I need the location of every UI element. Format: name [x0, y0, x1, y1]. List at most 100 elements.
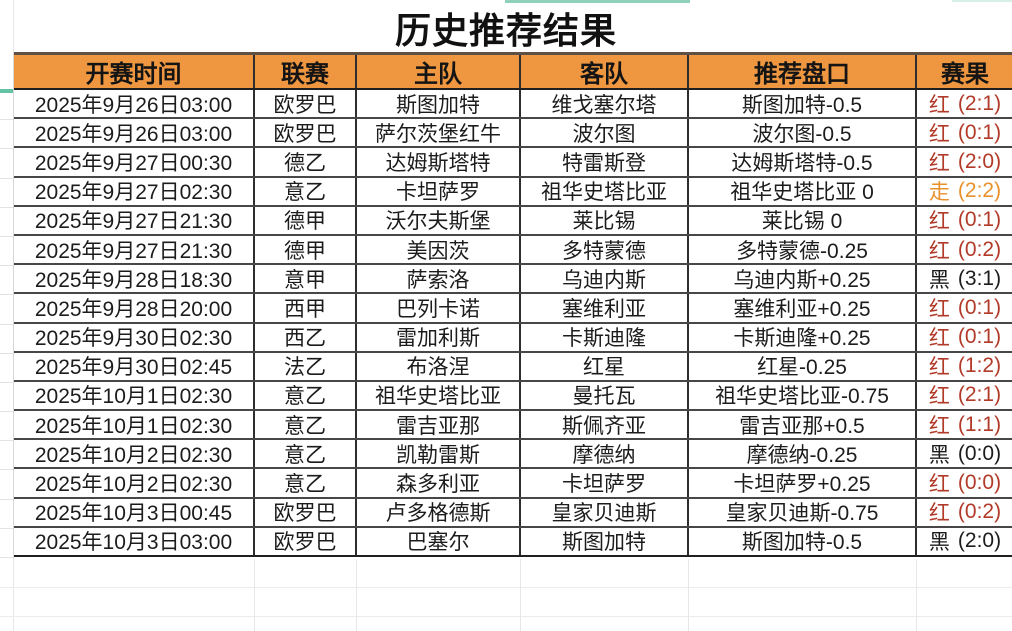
- cell-home-team[interactable]: 达姆斯塔特: [357, 148, 521, 176]
- cell-league[interactable]: 西甲: [255, 294, 357, 322]
- cell-result[interactable]: 红 (1:2): [917, 353, 1012, 380]
- cell-start-time[interactable]: 2025年9月26日03:00: [14, 119, 255, 147]
- cell-start-time[interactable]: 2025年10月2日02:30: [14, 440, 255, 468]
- cell-result[interactable]: 红 (1:1): [917, 411, 1012, 438]
- cell-handicap[interactable]: 卡坦萨罗+0.25: [689, 469, 917, 497]
- cell-away-team[interactable]: 斯佩齐亚: [521, 411, 689, 439]
- cell-handicap[interactable]: 摩德纳-0.25: [689, 440, 917, 468]
- cell-result[interactable]: 黑 (3:1): [917, 265, 1012, 292]
- cell-result[interactable]: 红 (0:2): [917, 236, 1012, 263]
- header-col-home-team[interactable]: 主队: [357, 55, 521, 88]
- cell-away-team[interactable]: 维戈塞尔塔: [521, 90, 689, 118]
- cell-away-team[interactable]: 皇家贝迪斯: [521, 498, 689, 526]
- header-col-start-time[interactable]: 开赛时间: [14, 55, 255, 88]
- cell-start-time[interactable]: 2025年10月1日02:30: [14, 381, 255, 410]
- cell-away-team[interactable]: 莱比锡: [521, 206, 689, 234]
- cell-start-time[interactable]: 2025年9月27日21:30: [14, 235, 255, 264]
- cell-away-team[interactable]: 卡斯迪隆: [521, 323, 689, 351]
- cell-home-team[interactable]: 凯勒雷斯: [357, 440, 521, 468]
- header-col-handicap[interactable]: 推荐盘口: [689, 55, 917, 88]
- cell-handicap[interactable]: 乌迪内斯+0.25: [689, 265, 917, 293]
- cell-result[interactable]: 红 (0:2): [917, 499, 1012, 526]
- cell-home-team[interactable]: 祖华史塔比亚: [357, 381, 521, 410]
- cell-home-team[interactable]: 斯图加特: [357, 90, 521, 118]
- header-col-away-team[interactable]: 客队: [521, 55, 689, 88]
- cell-away-team[interactable]: 塞维利亚: [521, 294, 689, 322]
- cell-league[interactable]: 欧罗巴: [255, 498, 357, 526]
- cell-home-team[interactable]: 雷吉亚那: [357, 411, 521, 439]
- cell-result[interactable]: 红 (0:1): [917, 207, 1012, 234]
- cell-handicap[interactable]: 祖华史塔比亚 0: [689, 177, 917, 205]
- cell-league[interactable]: 西乙: [255, 323, 357, 351]
- cell-away-team[interactable]: 卡坦萨罗: [521, 469, 689, 497]
- cell-result[interactable]: 红 (0:0): [917, 469, 1012, 496]
- cell-handicap[interactable]: 皇家贝迪斯-0.75: [689, 498, 917, 526]
- cell-handicap[interactable]: 斯图加特-0.5: [689, 527, 917, 555]
- cell-home-team[interactable]: 萨尔茨堡红牛: [357, 119, 521, 147]
- cell-result[interactable]: 走 (2:2): [917, 178, 1012, 205]
- cell-home-team[interactable]: 卢多格德斯: [357, 498, 521, 526]
- cell-handicap[interactable]: 卡斯迪隆+0.25: [689, 323, 917, 351]
- cell-start-time[interactable]: 2025年9月30日02:45: [14, 352, 255, 380]
- cell-result[interactable]: 黑 (0:0): [917, 440, 1012, 467]
- cell-handicap[interactable]: 莱比锡 0: [689, 206, 917, 234]
- cell-handicap[interactable]: 雷吉亚那+0.5: [689, 411, 917, 439]
- cell-away-team[interactable]: 特雷斯登: [521, 148, 689, 176]
- cell-start-time[interactable]: 2025年9月27日00:30: [14, 148, 255, 176]
- cell-handicap[interactable]: 塞维利亚+0.25: [689, 294, 917, 322]
- cell-result[interactable]: 黑 (2:0): [917, 528, 1012, 555]
- cell-league[interactable]: 欧罗巴: [255, 90, 357, 118]
- cell-start-time[interactable]: 2025年9月30日02:30: [14, 323, 255, 351]
- cell-start-time[interactable]: 2025年10月3日00:45: [14, 498, 255, 526]
- cell-home-team[interactable]: 森多利亚: [357, 469, 521, 497]
- cell-handicap[interactable]: 祖华史塔比亚-0.75: [689, 381, 917, 410]
- cell-handicap[interactable]: 波尔图-0.5: [689, 119, 917, 147]
- header-col-league[interactable]: 联赛: [255, 55, 357, 88]
- cell-result[interactable]: 红 (2:1): [917, 90, 1012, 117]
- header-col-result[interactable]: 赛果: [941, 61, 989, 88]
- cell-home-team[interactable]: 布洛涅: [357, 352, 521, 380]
- cell-home-team[interactable]: 萨索洛: [357, 265, 521, 293]
- cell-away-team[interactable]: 祖华史塔比亚: [521, 177, 689, 205]
- cell-result[interactable]: 红 (2:1): [917, 382, 1012, 409]
- cell-start-time[interactable]: 2025年10月3日03:00: [14, 527, 255, 555]
- cell-start-time[interactable]: 2025年9月26日03:00: [14, 90, 255, 118]
- cell-away-team[interactable]: 红星: [521, 352, 689, 380]
- cell-start-time[interactable]: 2025年10月1日02:30: [14, 411, 255, 439]
- cell-league[interactable]: 德乙: [255, 148, 357, 176]
- cell-result[interactable]: 红 (0:1): [917, 294, 1012, 321]
- cell-away-team[interactable]: 摩德纳: [521, 440, 689, 468]
- cell-away-team[interactable]: 多特蒙德: [521, 235, 689, 264]
- cell-league[interactable]: 意乙: [255, 411, 357, 439]
- cell-handicap[interactable]: 斯图加特-0.5: [689, 90, 917, 118]
- cell-league[interactable]: 意甲: [255, 265, 357, 293]
- cell-home-team[interactable]: 美因茨: [357, 235, 521, 264]
- cell-result[interactable]: 红 (2:0): [917, 148, 1012, 175]
- cell-handicap[interactable]: 多特蒙德-0.25: [689, 235, 917, 264]
- cell-handicap[interactable]: 红星-0.25: [689, 352, 917, 380]
- cell-home-team[interactable]: 巴塞尔: [357, 527, 521, 555]
- cell-home-team[interactable]: 雷加利斯: [357, 323, 521, 351]
- cell-league[interactable]: 欧罗巴: [255, 527, 357, 555]
- cell-handicap[interactable]: 达姆斯塔特-0.5: [689, 148, 917, 176]
- cell-result[interactable]: 红 (0:1): [917, 324, 1012, 351]
- cell-league[interactable]: 欧罗巴: [255, 119, 357, 147]
- cell-league[interactable]: 意乙: [255, 440, 357, 468]
- cell-away-team[interactable]: 曼托瓦: [521, 381, 689, 410]
- cell-start-time[interactable]: 2025年10月2日02:30: [14, 469, 255, 497]
- cell-home-team[interactable]: 卡坦萨罗: [357, 177, 521, 205]
- cell-away-team[interactable]: 斯图加特: [521, 527, 689, 555]
- cell-league[interactable]: 德甲: [255, 235, 357, 264]
- cell-start-time[interactable]: 2025年9月28日18:30: [14, 265, 255, 293]
- page-title[interactable]: 历史推荐结果: [394, 10, 617, 51]
- cell-result[interactable]: 红 (0:1): [917, 119, 1012, 146]
- cell-home-team[interactable]: 沃尔夫斯堡: [357, 206, 521, 234]
- cell-league[interactable]: 意乙: [255, 381, 357, 410]
- cell-league[interactable]: 法乙: [255, 352, 357, 380]
- cell-league[interactable]: 德甲: [255, 206, 357, 234]
- cell-start-time[interactable]: 2025年9月27日02:30: [14, 177, 255, 205]
- cell-away-team[interactable]: 波尔图: [521, 119, 689, 147]
- cell-league[interactable]: 意乙: [255, 469, 357, 497]
- cell-start-time[interactable]: 2025年9月27日21:30: [14, 206, 255, 234]
- cell-start-time[interactable]: 2025年9月28日20:00: [14, 294, 255, 322]
